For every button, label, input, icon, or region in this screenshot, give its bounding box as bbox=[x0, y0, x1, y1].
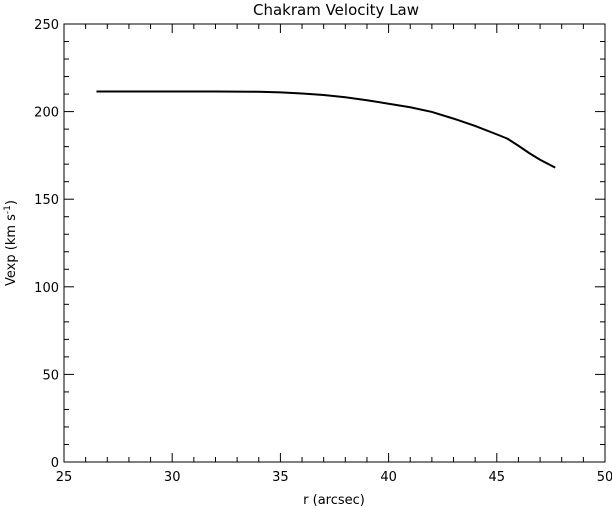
x-tick-label: 30 bbox=[164, 470, 181, 485]
x-tick-label: 25 bbox=[56, 470, 73, 485]
y-axis-label-close: ) bbox=[4, 200, 19, 205]
x-axis-label: r (arcsec) bbox=[303, 493, 365, 508]
y-axis-label-superscript: -1 bbox=[3, 205, 13, 214]
series-line bbox=[96, 90, 556, 169]
chart-title: Chakram Velocity Law bbox=[253, 1, 419, 19]
x-tick-label: 50 bbox=[597, 470, 612, 485]
plot-frame bbox=[63, 23, 606, 463]
y-axis-label-main: Vexp (km s bbox=[4, 214, 19, 286]
x-tick-label: 40 bbox=[380, 470, 397, 485]
x-tick-label: 35 bbox=[272, 470, 289, 485]
tick-labels: 25 30 35 40 45 50 0 50 100 150 200 250 bbox=[34, 18, 612, 485]
y-axis-label: Vexp (km s-1) bbox=[3, 200, 19, 286]
y-tick-label: 100 bbox=[34, 281, 59, 296]
y-tick-label: 0 bbox=[51, 456, 59, 471]
axis-ticks bbox=[63, 23, 606, 463]
x-tick-label: 45 bbox=[489, 470, 506, 485]
y-tick-label: 50 bbox=[42, 368, 59, 383]
y-tick-label: 150 bbox=[34, 193, 59, 208]
y-tick-label: 200 bbox=[34, 106, 59, 121]
y-tick-label: 250 bbox=[34, 18, 59, 33]
